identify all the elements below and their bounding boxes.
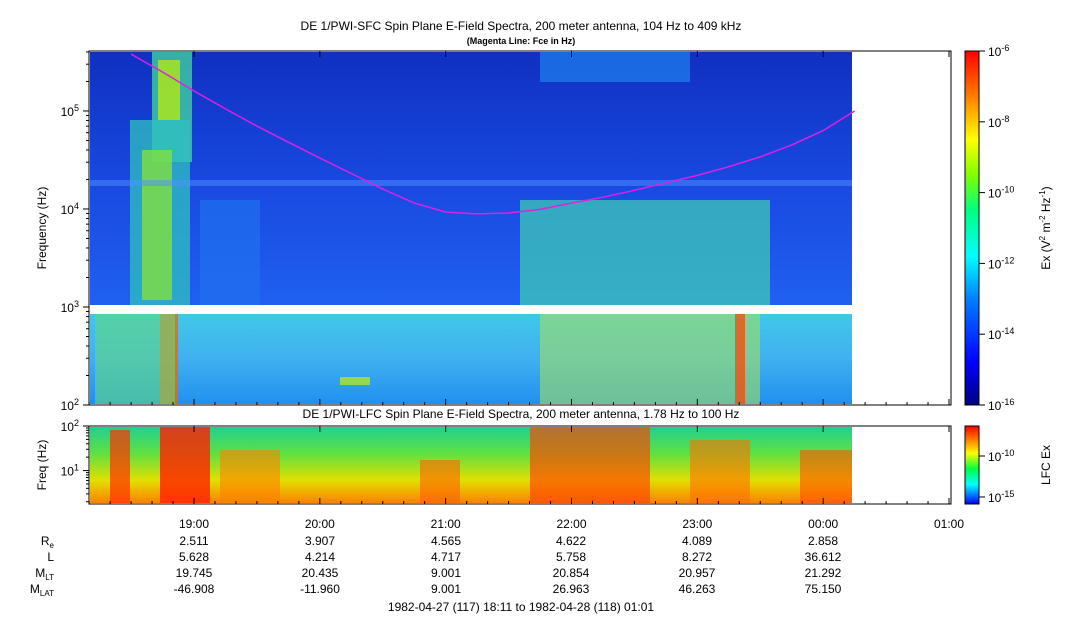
ephemeris-value: 2.858	[808, 534, 838, 548]
ephemeris-value: 8.272	[682, 550, 712, 564]
xtick-label: 22:00	[556, 517, 586, 531]
ephemeris-value: 4.089	[682, 534, 712, 548]
ephemeris-value: 5.628	[179, 550, 209, 564]
ephemeris-value: -46.908	[174, 582, 215, 596]
sfc-cbar-tick-label: 10-14	[988, 326, 1014, 342]
ephemeris-value: 4.622	[556, 534, 586, 548]
ephemeris-value: 20.854	[553, 566, 590, 580]
lfc-colorbar	[964, 425, 980, 505]
xtick-label: 00:00	[808, 517, 838, 531]
ephemeris-value: 4.214	[305, 550, 335, 564]
lfc-ytick-label: 101	[61, 463, 79, 479]
ephemeris-row-label: L	[47, 550, 54, 564]
ephemeris-value: 26.963	[553, 582, 590, 596]
sfc-ytick-label: 102	[61, 397, 79, 413]
ephemeris-value: 4.565	[431, 534, 461, 548]
sfc-cbar-tick-label: 10-6	[988, 43, 1009, 59]
ephemeris-value: -11.960	[300, 582, 340, 596]
sfc-colorbar-label: Ex (V2 m-2 Hz-1)	[1038, 186, 1053, 269]
ephemeris-value: 19.745	[176, 566, 213, 580]
ephemeris-value: 4.717	[431, 550, 461, 564]
sfc-spectrogram	[90, 52, 852, 404]
sfc-ylabel: Frequency (Hz)	[35, 187, 49, 270]
xtick-label: 21:00	[431, 517, 461, 531]
lfc-cbar-tick-label: 10-10	[988, 448, 1014, 464]
ephemeris-row-label: Re	[41, 534, 55, 550]
lfc-cbar-tick-label: 10-15	[988, 489, 1014, 505]
ephemeris-value: 9.001	[431, 566, 461, 580]
lfc-ytick-label: 102	[61, 418, 79, 434]
sfc-cbar-tick-label: 10-10	[988, 185, 1014, 201]
ephemeris-value: 3.907	[305, 534, 335, 548]
ephemeris-value: 20.957	[679, 566, 716, 580]
fce-line	[130, 53, 855, 215]
lfc-colorbar-label: LFC Ex	[1039, 445, 1053, 485]
sfc-cbar-tick-label: 10-8	[988, 114, 1009, 130]
ephemeris-value: 21.292	[805, 566, 842, 580]
sfc-subtitle: (Magenta Line: Fce in Hz)	[467, 36, 576, 46]
lfc-title: DE 1/PWI-LFC Spin Plane E-Field Spectra,…	[303, 407, 740, 421]
xtick-label: 19:00	[179, 517, 209, 531]
ephemeris-value: 46.263	[679, 582, 716, 596]
time-range-label: 1982-04-27 (117) 18:11 to 1982-04-28 (11…	[388, 600, 655, 614]
lfc-spectrogram	[90, 427, 852, 503]
ephemeris-value: 9.001	[431, 582, 461, 596]
sfc-cbar-tick-label: 10-16	[988, 397, 1014, 413]
xtick-label: 20:00	[305, 517, 335, 531]
sfc-colorbar	[964, 50, 980, 406]
xtick-label: 01:00	[934, 517, 964, 531]
sfc-ytick-label: 103	[61, 299, 79, 315]
sfc-title: DE 1/PWI-SFC Spin Plane E-Field Spectra,…	[301, 19, 742, 33]
ephemeris-row-label: MLAT	[30, 582, 54, 598]
ephemeris-value: 2.511	[179, 534, 208, 548]
ephemeris-value: 5.758	[556, 550, 586, 564]
ephemeris-row-label: MLT	[35, 566, 54, 582]
xtick-label: 23:00	[682, 517, 712, 531]
sfc-ytick-label: 105	[61, 103, 79, 119]
sfc-ytick-label: 104	[61, 201, 79, 217]
ephemeris-value: 75.150	[805, 582, 842, 596]
ephemeris-value: 36.612	[805, 550, 842, 564]
ephemeris-value: 20.435	[302, 566, 339, 580]
lfc-ylabel: Freq (Hz)	[35, 440, 49, 491]
sfc-cbar-tick-label: 10-12	[988, 255, 1014, 271]
